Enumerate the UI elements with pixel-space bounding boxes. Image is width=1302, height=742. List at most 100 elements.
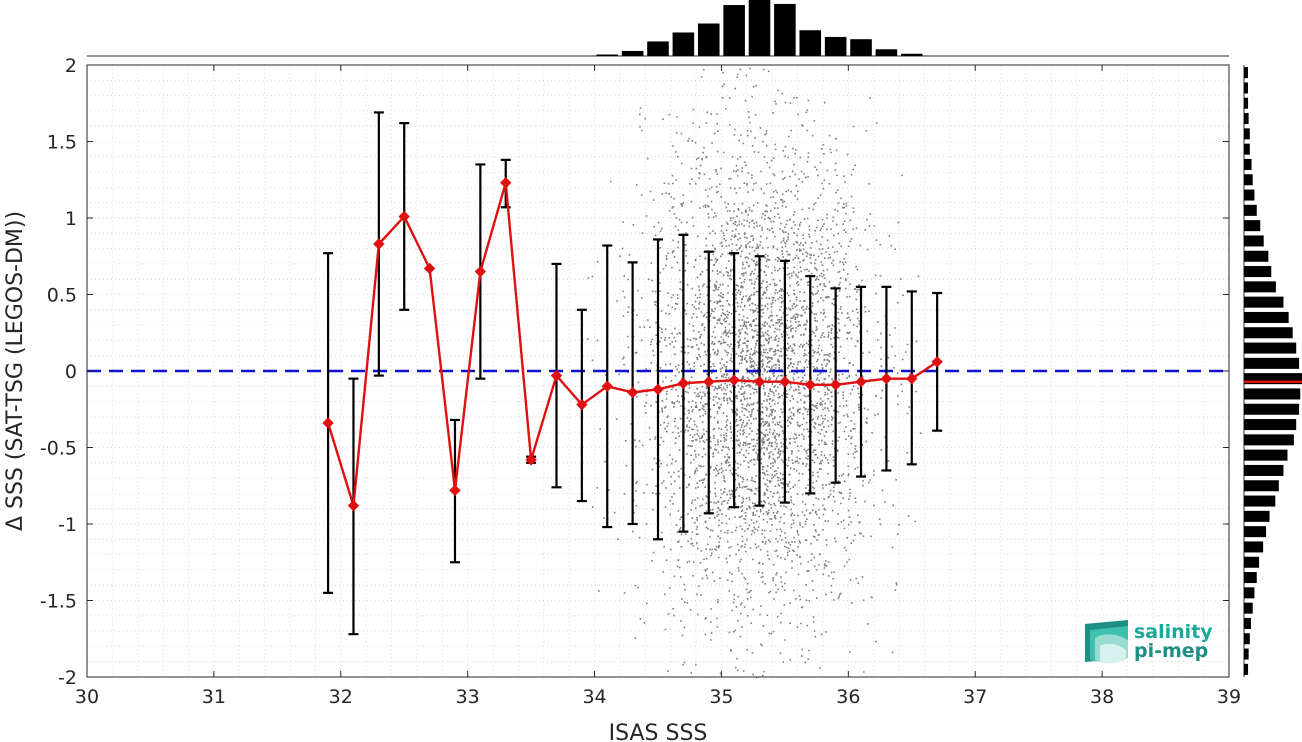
data-point-marker [474, 265, 487, 278]
top-histogram [87, 0, 1229, 57]
data-point-marker [626, 386, 639, 399]
right-histogram-bar [1244, 403, 1300, 415]
wave-logo-icon [1085, 620, 1128, 664]
right-histogram-bar [1244, 327, 1293, 339]
right-histogram-bar [1244, 541, 1264, 553]
right-histogram-bar [1244, 373, 1302, 385]
data-point-marker [500, 177, 512, 189]
data-point-marker [449, 484, 461, 497]
top-histogram-bar [850, 39, 872, 56]
right-histogram-bar [1244, 419, 1297, 431]
right-histogram-bar [1244, 281, 1276, 293]
y-tick-label: 0.5 [47, 285, 77, 307]
y-tick-label: -1 [58, 514, 77, 536]
x-axis-label: ISAS SSS [609, 721, 708, 742]
right-histogram-bar [1244, 82, 1248, 94]
right-histogram-bar [1244, 617, 1251, 629]
top-histogram-bar [799, 30, 822, 56]
right-histogram-bar [1244, 189, 1255, 201]
logo-text-pi-mep: pi-mep [1134, 640, 1208, 662]
right-histogram-bar [1244, 357, 1300, 369]
right-histogram-bar [1244, 602, 1253, 614]
right-histogram-bar [1244, 158, 1252, 170]
right-histogram-bar [1244, 250, 1269, 262]
right-histogram-bar [1244, 97, 1249, 109]
data-point-marker [829, 379, 842, 391]
data-point-marker [322, 417, 334, 429]
y-tick-label: -0.5 [40, 438, 77, 460]
top-histogram-bar [774, 3, 796, 57]
x-tick-label: 30 [75, 686, 99, 708]
right-histogram-bar [1244, 113, 1249, 125]
y-tick-label: 1.5 [47, 132, 77, 154]
right-histogram-bar [1244, 266, 1272, 278]
top-histogram-bar [748, 0, 771, 56]
data-point-marker [703, 376, 715, 388]
x-tick-label: 36 [836, 686, 860, 708]
data-point-marker [906, 372, 918, 385]
y-tick-label: 2 [65, 55, 77, 77]
top-histogram-bar [596, 54, 619, 56]
right-histogram-bar [1244, 663, 1249, 675]
right-histogram-bar [1244, 587, 1255, 599]
y-tick-label: 1 [65, 208, 77, 230]
right-histogram-bar [1244, 480, 1279, 492]
top-histogram-bar [900, 53, 923, 56]
data-point-marker [728, 374, 740, 386]
data-point-marker [525, 454, 537, 466]
y-tick-label: 0 [65, 361, 77, 383]
y-axis-ticks: -2 -1.5 -1 -0.5 0 0.5 1 1.5 2 [40, 55, 1229, 689]
right-histogram-bar [1244, 204, 1257, 216]
right-histogram-bar [1244, 449, 1288, 461]
data-point-marker [753, 376, 766, 388]
data-point-marker [804, 379, 816, 391]
right-histogram-bar [1244, 648, 1249, 660]
logo-text-salinity: salinity [1134, 621, 1213, 643]
x-tick-label: 32 [329, 686, 353, 708]
data-point-marker [931, 356, 943, 368]
x-tick-label: 39 [1217, 686, 1241, 708]
top-histogram-bar [875, 49, 898, 56]
y-tick-label: -1.5 [40, 591, 77, 613]
right-histogram-bar [1244, 633, 1250, 645]
top-histogram-bar [621, 50, 644, 56]
y-axis-label: Δ SSS (SAT-TSG (LEGOS-DM)) [3, 211, 28, 531]
x-tick-label: 34 [582, 686, 606, 708]
data-point-marker [423, 262, 436, 275]
data-point-marker [373, 238, 385, 250]
binned-mean-markers [322, 177, 943, 512]
data-point-marker [576, 398, 588, 411]
right-histogram-bar [1244, 174, 1253, 186]
data-point-marker [677, 377, 690, 389]
data-point-marker [779, 376, 791, 388]
x-tick-label: 31 [202, 686, 226, 708]
y-tick-label: -2 [58, 667, 77, 689]
data-point-marker [601, 380, 613, 393]
x-tick-label: 38 [1090, 686, 1114, 708]
data-point-marker [855, 376, 867, 388]
right-histogram-bar [1244, 128, 1250, 140]
x-axis-ticks: 30 31 32 33 34 35 36 37 38 39 [75, 65, 1241, 708]
main-plot-area [86, 64, 1230, 679]
right-histogram-bar [1244, 342, 1297, 354]
right-histogram-bar [1244, 235, 1264, 247]
right-histogram-bar [1244, 143, 1250, 155]
right-histogram-bar [1244, 526, 1267, 538]
x-tick-label: 33 [456, 686, 480, 708]
right-histogram-bar [1244, 464, 1284, 476]
data-point-marker [880, 372, 893, 385]
data-point-marker [347, 499, 360, 512]
right-histogram-bar [1244, 556, 1260, 568]
right-histogram-bar [1244, 434, 1294, 446]
top-histogram-bar [723, 5, 745, 56]
data-point-marker [652, 383, 664, 396]
right-histogram-bar [1244, 296, 1284, 308]
data-point-marker [398, 210, 410, 223]
data-point-marker [550, 369, 563, 382]
salinity-pi-mep-logo: salinity pi-mep [1085, 620, 1213, 664]
right-histogram-bar [1244, 572, 1257, 584]
right-histogram-bar [1244, 388, 1301, 400]
top-histogram-bar [697, 23, 720, 56]
x-tick-label: 35 [709, 686, 733, 708]
